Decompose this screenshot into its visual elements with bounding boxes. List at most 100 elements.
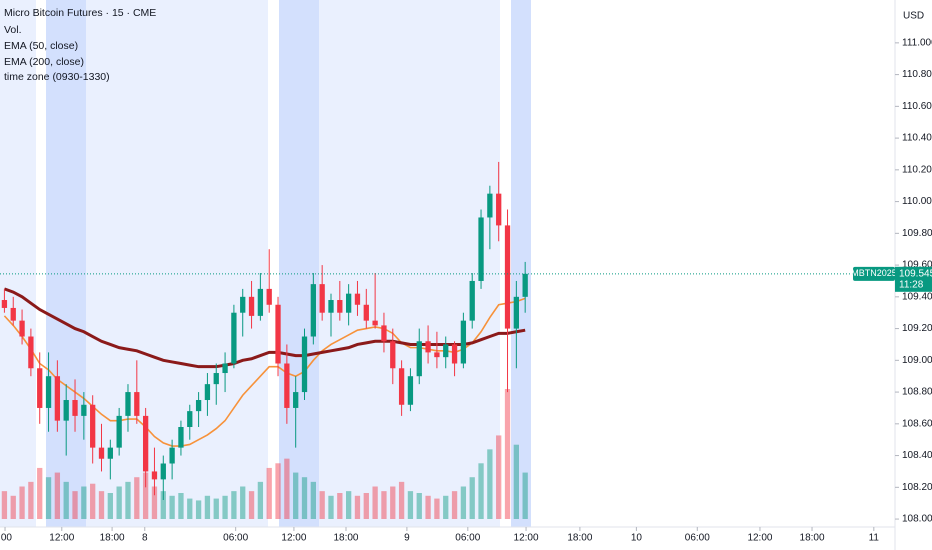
volume-bar <box>81 486 87 519</box>
volume-bar <box>345 491 352 519</box>
volume-bar <box>151 486 158 519</box>
y-tick-label: 110.200 <box>902 164 932 175</box>
volume-bar <box>195 500 202 519</box>
x-tick-label: 10 <box>631 533 643 544</box>
volume-bar <box>319 491 325 519</box>
volume-bar <box>478 463 484 519</box>
candle-body <box>275 304 281 364</box>
volume-bar <box>513 444 519 519</box>
legend-volume: Vol. <box>4 24 22 36</box>
volume-bar <box>451 491 458 519</box>
volume-bar <box>240 486 246 519</box>
candle-body <box>125 392 131 416</box>
candle-body <box>257 288 264 316</box>
x-tick-label: 06:00 <box>685 533 710 544</box>
candle-body <box>37 368 43 408</box>
candle-body <box>443 344 449 358</box>
x-tick-label: 18:00 <box>800 533 825 544</box>
candle-body <box>1 300 8 308</box>
legend-ema200: EMA (200, close) <box>4 56 84 68</box>
plot <box>1 161 528 519</box>
x-tick-label: 8 <box>142 533 148 544</box>
volume-bar <box>337 493 343 519</box>
candle-body <box>151 471 158 480</box>
y-tick-label: 108.400 <box>902 450 932 461</box>
candle-body <box>266 288 272 305</box>
zone <box>319 0 500 527</box>
candle-body <box>28 336 34 369</box>
volume-bar <box>434 498 440 519</box>
volume-bar <box>63 481 69 519</box>
candle-body <box>425 341 431 353</box>
candle-body <box>222 363 228 374</box>
candle-body <box>169 447 175 464</box>
x-tick-label: 06:00 <box>455 533 480 544</box>
x-tick-label: 12:00 <box>514 533 539 544</box>
y-tick-label: 111.000 <box>902 37 932 48</box>
volume-bar <box>160 491 166 519</box>
y-tick-label: 108.200 <box>902 482 932 493</box>
volume-bar <box>10 495 16 519</box>
candle-body <box>513 296 519 329</box>
volume-bar <box>54 472 61 519</box>
volume-bar <box>222 495 228 519</box>
candle-body <box>434 352 440 358</box>
volume-bar <box>301 477 308 519</box>
price-tag-bg <box>895 266 932 292</box>
candle-body <box>416 341 422 377</box>
legend-zone: time zone (0930-1330) <box>4 71 110 83</box>
volume-bar <box>266 467 272 519</box>
candle-body <box>460 320 467 364</box>
volume-bar <box>134 477 140 519</box>
volume-bar <box>169 495 175 519</box>
x-tick-label: 06:00 <box>223 533 248 544</box>
y-tick-label: 110.400 <box>902 133 932 144</box>
y-tick-label: 108.000 <box>902 514 932 525</box>
candle-body <box>107 447 113 459</box>
y-tick-label: 108.600 <box>902 418 932 429</box>
candle-body <box>231 312 237 364</box>
volume-bar <box>90 483 96 519</box>
x-tick-label: 18:00 <box>567 533 592 544</box>
candle-body <box>98 447 105 459</box>
volume-bar <box>328 495 334 519</box>
volume-bar <box>398 481 405 519</box>
y-tick-label: 110.600 <box>902 101 932 112</box>
symbol-tag: MBTN2025 <box>851 268 897 278</box>
candle-body <box>522 273 528 297</box>
volume-bar <box>125 481 131 519</box>
volume-bar <box>98 491 105 519</box>
y-tick-label: 110.000 <box>902 196 932 207</box>
candle-body <box>240 296 246 313</box>
y-tick-label: 109.600 <box>902 260 932 271</box>
candle-body <box>372 320 378 326</box>
candle-body <box>478 217 484 281</box>
y-tick-label: 108.800 <box>902 387 932 398</box>
volume-bar <box>425 495 431 519</box>
candle-body <box>293 392 299 408</box>
candle-body <box>390 341 396 369</box>
volume-bar <box>407 491 414 519</box>
candle-body <box>45 376 52 408</box>
candle-body <box>187 411 193 427</box>
y-tick-label: 109.200 <box>902 323 932 334</box>
candle-body <box>116 415 122 448</box>
y-tick-label: 109.800 <box>902 228 932 239</box>
candle-body <box>381 325 387 342</box>
volume-bar <box>28 481 34 519</box>
volume-bar <box>213 498 219 519</box>
candle-body <box>160 463 166 480</box>
x-tick-label: 9 <box>404 533 410 544</box>
volume-bar <box>496 435 502 519</box>
volume-bar <box>178 493 184 519</box>
x-tick-label: 12:00 <box>49 533 74 544</box>
candle-body <box>81 404 87 416</box>
candle-body <box>487 193 493 218</box>
volume-bar <box>381 491 387 519</box>
candle-body <box>63 400 69 421</box>
candle-body <box>451 344 458 364</box>
candle-body <box>310 284 316 337</box>
candle-body <box>134 392 140 416</box>
y-tick-label: 110.800 <box>902 69 932 80</box>
